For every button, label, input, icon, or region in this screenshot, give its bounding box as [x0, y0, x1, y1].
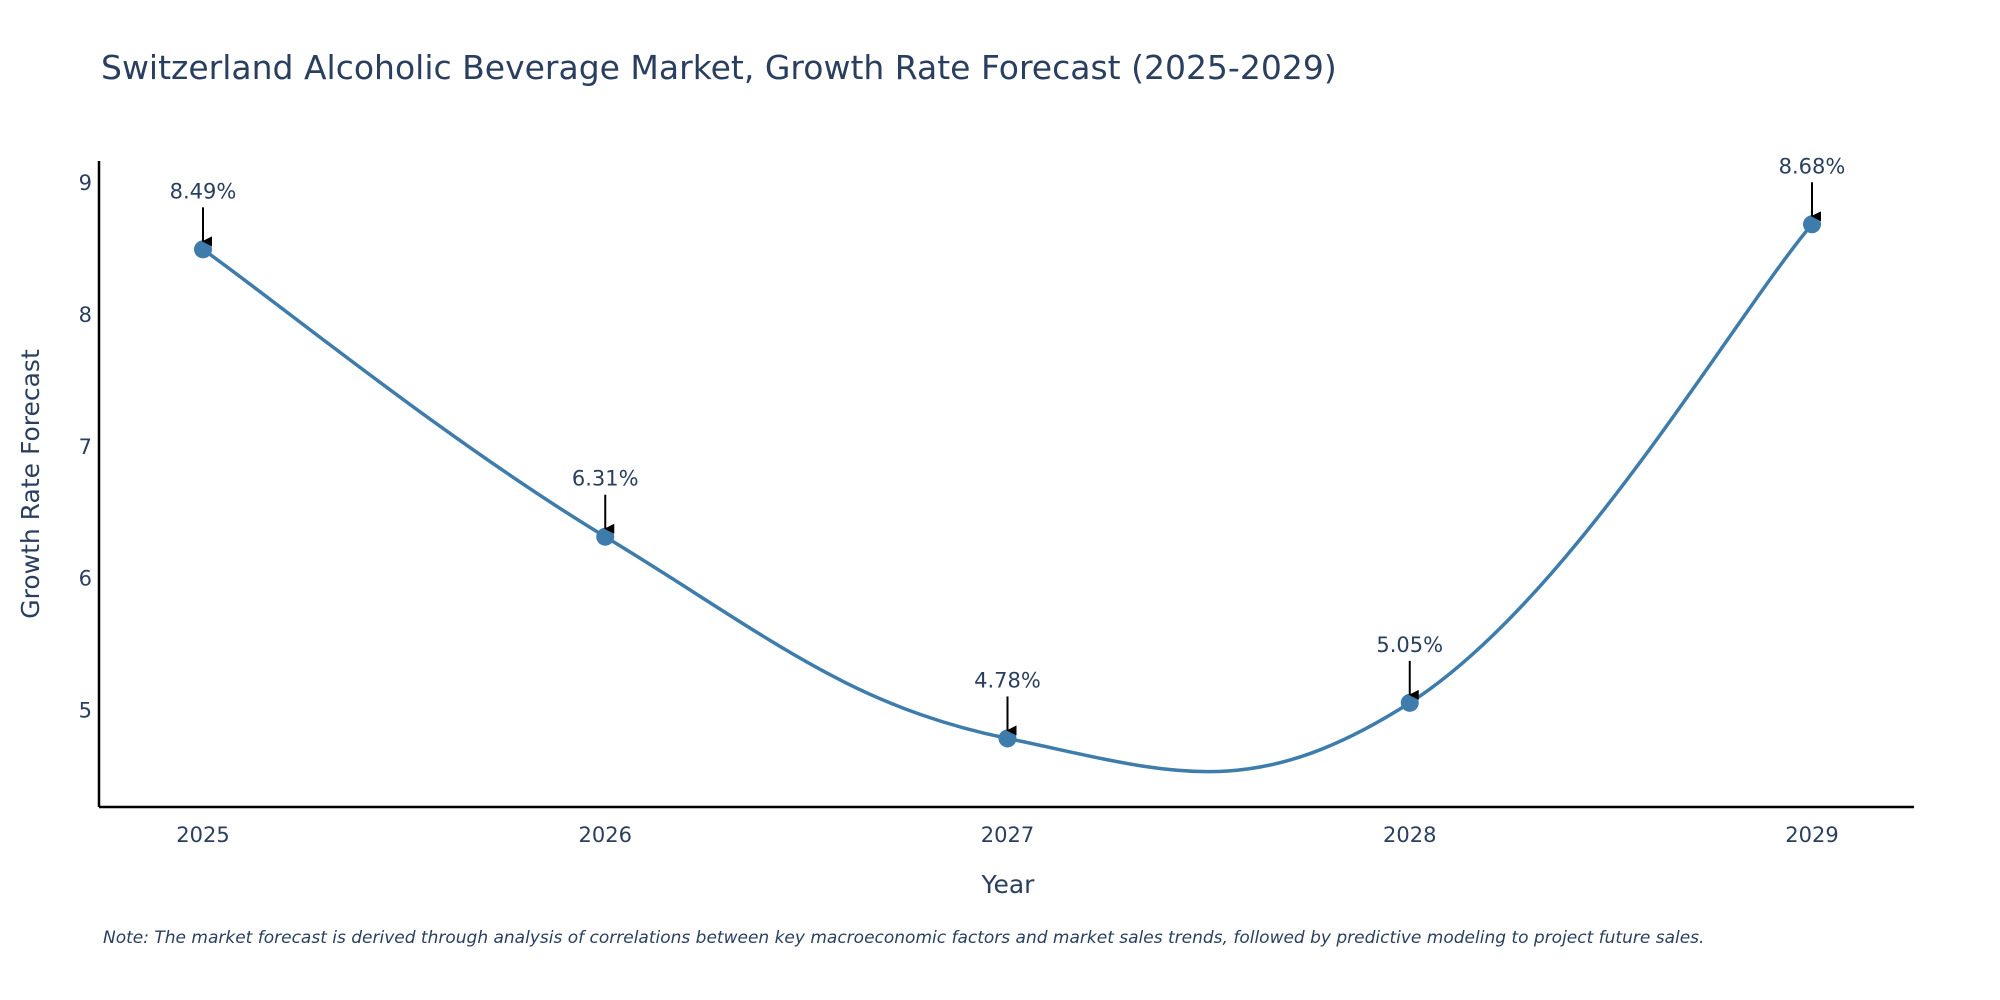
- data-point[interactable]: [998, 729, 1017, 748]
- x-tick-label: 2028: [1383, 823, 1436, 847]
- plot-area: 8.49% 6.31% 4.78% 5.05% 8.68%: [170, 154, 1846, 774]
- data-label: 8.68%: [1779, 154, 1846, 178]
- x-axis-ticks: 2025 2026 2027 2028 2029: [176, 823, 1838, 847]
- x-tick-label: 2025: [176, 823, 229, 847]
- data-label: 4.78%: [974, 668, 1041, 692]
- y-axis-ticks: 5 6 7 8 9: [79, 171, 92, 722]
- data-label: 5.05%: [1376, 633, 1443, 657]
- y-tick-label: 8: [79, 303, 92, 327]
- y-tick-label: 5: [79, 698, 92, 722]
- data-point[interactable]: [1400, 693, 1419, 712]
- chart-note: Note: The market forecast is derived thr…: [103, 928, 1704, 948]
- data-point[interactable]: [194, 240, 212, 259]
- data-label: 6.31%: [572, 467, 639, 491]
- chart-title: Switzerland Alcoholic Beverage Market, G…: [101, 48, 1337, 87]
- y-axis-title: Growth Rate Forecast: [16, 349, 45, 619]
- x-tick-label: 2026: [579, 823, 632, 847]
- series-line: [201, 223, 1814, 774]
- y-tick-label: 9: [79, 171, 92, 195]
- x-axis-title: Year: [981, 870, 1036, 899]
- x-tick-label: 2029: [1785, 823, 1838, 847]
- data-point[interactable]: [1803, 215, 1821, 234]
- y-tick-label: 7: [79, 435, 92, 459]
- x-tick-label: 2027: [981, 823, 1034, 847]
- y-tick-label: 6: [79, 567, 92, 591]
- data-label: 8.49%: [170, 179, 237, 203]
- data-point[interactable]: [596, 527, 615, 546]
